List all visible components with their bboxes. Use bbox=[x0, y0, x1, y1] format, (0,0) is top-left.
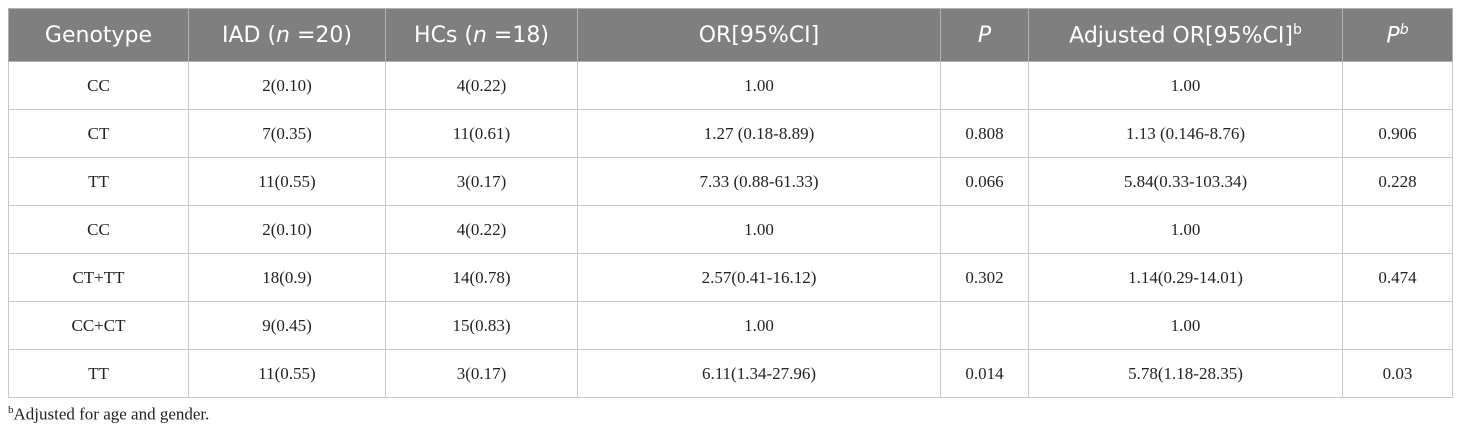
table-cell bbox=[1342, 61, 1453, 110]
table-cell: 2.57(0.41-16.12) bbox=[577, 253, 941, 302]
footnote: bAdjusted for age and gender. bbox=[8, 404, 209, 425]
header-cell: HCs (n =18) bbox=[385, 8, 578, 62]
header-row: Genotype IAD (n =20) HCs (n =18) OR[95%C… bbox=[8, 8, 1453, 62]
table-row: TT 11(0.55) 3(0.17) 6.11(1.34-27.96) 0.014 5.… bbox=[8, 349, 1453, 398]
table-cell: 1.00 bbox=[577, 61, 941, 110]
header-text: Adjusted OR[95%CI] bbox=[1069, 23, 1293, 49]
table-cell: CT+TT bbox=[8, 253, 189, 302]
header-superscript: b bbox=[1399, 21, 1409, 38]
table-cell: 4(0.22) bbox=[385, 61, 578, 110]
table-cell bbox=[940, 61, 1029, 110]
header-text: n bbox=[276, 22, 290, 48]
table-cell: 5.84(0.33-103.34) bbox=[1028, 157, 1343, 206]
table-cell: 2(0.10) bbox=[188, 61, 386, 110]
table-body: CC 2(0.10) 4(0.22) 1.00 1.00 CT 7(0.35) 11(0.61… bbox=[8, 61, 1453, 398]
table-cell: 1.27 (0.18-8.89) bbox=[577, 109, 941, 158]
table-cell: 1.00 bbox=[577, 301, 941, 350]
table-cell bbox=[940, 301, 1029, 350]
footnote-text: Adjusted for age and gender. bbox=[13, 404, 210, 424]
table-cell: 0.906 bbox=[1342, 109, 1453, 158]
table-cell: 9(0.45) bbox=[188, 301, 386, 350]
table-cell bbox=[940, 205, 1029, 254]
table-cell: CT bbox=[8, 109, 189, 158]
table-cell: 0.066 bbox=[940, 157, 1029, 206]
header-cell: P bbox=[940, 8, 1029, 62]
table-cell: 7(0.35) bbox=[188, 109, 386, 158]
table-cell: 11(0.55) bbox=[188, 349, 386, 398]
header-text: P bbox=[1386, 23, 1400, 49]
table-cell: TT bbox=[8, 157, 189, 206]
header-cell: OR[95%CI] bbox=[577, 8, 941, 62]
table-cell: CC bbox=[8, 61, 189, 110]
table-cell: 0.014 bbox=[940, 349, 1029, 398]
header-text: n bbox=[472, 22, 487, 48]
genotype-table: Genotype IAD (n =20) HCs (n =18) OR[95%C… bbox=[8, 8, 1453, 398]
table-cell bbox=[1342, 301, 1453, 350]
table-cell: 11(0.55) bbox=[188, 157, 386, 206]
table-cell: 18(0.9) bbox=[188, 253, 386, 302]
table-row: CC 2(0.10) 4(0.22) 1.00 1.00 bbox=[8, 61, 1453, 110]
header-superscript: b bbox=[1292, 21, 1302, 38]
table-row: CC 2(0.10) 4(0.22) 1.00 1.00 bbox=[8, 205, 1453, 254]
header-cell: Adjusted OR[95%CI]b bbox=[1028, 8, 1343, 62]
table-cell: 1.00 bbox=[577, 205, 941, 254]
table-row: CT 7(0.35) 11(0.61) 1.27 (0.18-8.89) 0.808 1.… bbox=[8, 109, 1453, 158]
table-cell: 1.00 bbox=[1028, 205, 1343, 254]
header-text: HCs ( bbox=[414, 22, 473, 48]
table-cell: 14(0.78) bbox=[385, 253, 578, 302]
table-cell bbox=[1342, 205, 1453, 254]
header-text: OR[95%CI] bbox=[698, 22, 820, 48]
table-cell: 3(0.17) bbox=[385, 157, 578, 206]
table-cell: 0.474 bbox=[1342, 253, 1453, 302]
table-cell: 4(0.22) bbox=[385, 205, 578, 254]
table-wrap: Genotype IAD (n =20) HCs (n =18) OR[95%C… bbox=[8, 8, 1453, 398]
table-cell: 2(0.10) bbox=[188, 205, 386, 254]
table-cell: 5.78(1.18-28.35) bbox=[1028, 349, 1343, 398]
table-cell: 0.808 bbox=[940, 109, 1029, 158]
header-text: P bbox=[977, 22, 992, 48]
table-cell: 0.302 bbox=[940, 253, 1029, 302]
table-cell: 0.228 bbox=[1342, 157, 1453, 206]
table-cell: CC+CT bbox=[8, 301, 189, 350]
table-cell: 1.00 bbox=[1028, 301, 1343, 350]
table-cell: 7.33 (0.88-61.33) bbox=[577, 157, 941, 206]
header-text: =20) bbox=[290, 22, 353, 48]
table-cell: 11(0.61) bbox=[385, 109, 578, 158]
header-cell: Pb bbox=[1342, 8, 1453, 62]
header-text: =18) bbox=[486, 22, 549, 48]
header-cell: IAD (n =20) bbox=[188, 8, 386, 62]
table-row: TT 11(0.55) 3(0.17) 7.33 (0.88-61.33) 0.066 5… bbox=[8, 157, 1453, 206]
table-cell: 1.14(0.29-14.01) bbox=[1028, 253, 1343, 302]
table-cell: 1.13 (0.146-8.76) bbox=[1028, 109, 1343, 158]
table-cell: 15(0.83) bbox=[385, 301, 578, 350]
table-cell: 6.11(1.34-27.96) bbox=[577, 349, 941, 398]
footnote-marker: b bbox=[8, 404, 14, 416]
table-cell: CC bbox=[8, 205, 189, 254]
table-cell: TT bbox=[8, 349, 189, 398]
table-cell: 3(0.17) bbox=[385, 349, 578, 398]
header-cell: Genotype bbox=[8, 8, 189, 62]
table-row: CC+CT 9(0.45) 15(0.83) 1.00 1.00 bbox=[8, 301, 1453, 350]
header-text: Genotype bbox=[44, 22, 153, 48]
table-row: CT+TT 18(0.9) 14(0.78) 2.57(0.41-16.12) 0.30… bbox=[8, 253, 1453, 302]
table-cell: 1.00 bbox=[1028, 61, 1343, 110]
table-cell: 0.03 bbox=[1342, 349, 1453, 398]
header-text: IAD ( bbox=[221, 22, 277, 48]
